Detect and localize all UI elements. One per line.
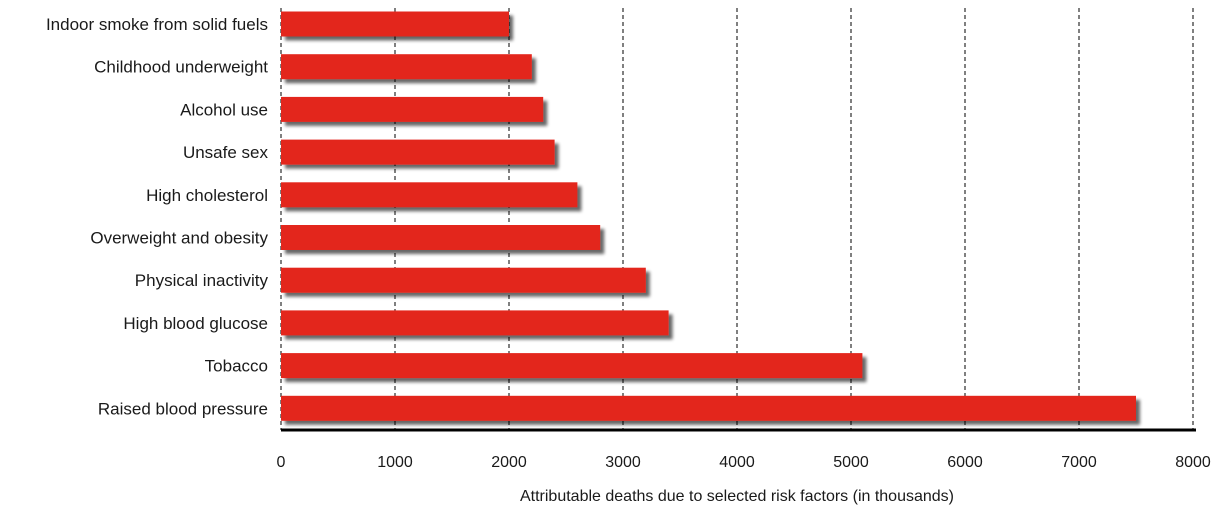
x-tick-label-6000: 6000 xyxy=(947,454,983,471)
category-label-unsafe-sex: Unsafe sex xyxy=(183,143,269,162)
category-labels: Indoor smoke from solid fuels Childhood u… xyxy=(46,15,269,418)
category-label-tobacco: Tobacco xyxy=(205,357,268,376)
bar-childhood-underweight xyxy=(281,54,532,80)
category-label-overweight-and-obesity: Overweight and obesity xyxy=(90,229,268,248)
bar-high-blood-glucose xyxy=(281,310,669,336)
x-tick-label-8000: 8000 xyxy=(1175,454,1211,471)
bar-unsafe-sex xyxy=(281,139,555,165)
bar-tobacco xyxy=(281,353,863,379)
x-tick-label-2000: 2000 xyxy=(491,454,527,471)
bar-raised-blood-pressure xyxy=(281,395,1136,421)
x-tick-label-0: 0 xyxy=(277,454,286,471)
category-label-alcohol-use: Alcohol use xyxy=(180,100,268,119)
category-label-raised-blood-pressure: Raised blood pressure xyxy=(98,399,268,418)
x-axis: 0 1000 2000 3000 4000 5000 6000 7000 8000 xyxy=(277,428,1211,471)
x-axis-title: Attributable deaths due to selected risk… xyxy=(520,488,954,505)
bar-indoor-smoke-from-solid-fuels xyxy=(281,11,509,37)
bar-overweight-and-obesity xyxy=(281,225,601,250)
bar-physical-inactivity xyxy=(281,267,646,293)
category-label-childhood-underweight: Childhood underweight xyxy=(94,58,268,77)
bars xyxy=(281,11,1136,421)
x-tick-label-1000: 1000 xyxy=(377,454,413,471)
bar-high-cholesterol xyxy=(281,182,578,208)
category-label-indoor-smoke-from-solid-fuels: Indoor smoke from solid fuels xyxy=(46,15,268,34)
category-label-high-cholesterol: High cholesterol xyxy=(146,186,268,205)
bar-alcohol-use xyxy=(281,96,544,122)
x-tick-label-3000: 3000 xyxy=(605,454,641,471)
x-tick-label-7000: 7000 xyxy=(1061,454,1097,471)
category-label-physical-inactivity: Physical inactivity xyxy=(135,271,269,290)
x-tick-label-4000: 4000 xyxy=(719,454,755,471)
x-tick-label-5000: 5000 xyxy=(833,454,869,471)
category-label-high-blood-glucose: High blood glucose xyxy=(123,314,268,333)
